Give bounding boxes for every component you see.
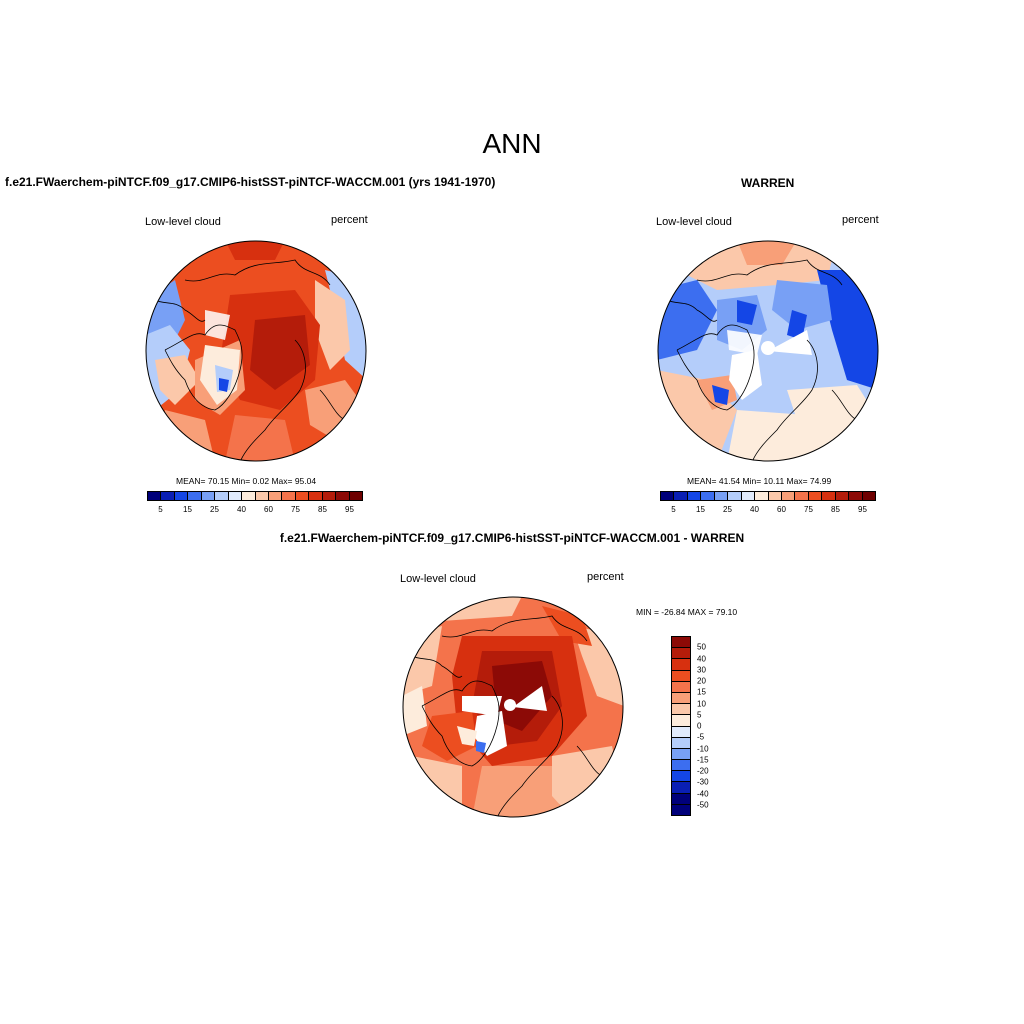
panel1-colorbar-swatch <box>174 492 189 500</box>
diff-colorbar-swatch <box>672 726 690 738</box>
diff-colorbar-swatch <box>672 681 690 693</box>
panel2-colorbar-tick-label: 5 <box>671 505 676 514</box>
panel2-colorbar-swatch <box>781 492 796 500</box>
panel1-colorbar-swatch <box>201 492 216 500</box>
panel1-colorbar-swatch <box>268 492 283 500</box>
diff-colorbar-swatch <box>672 804 690 815</box>
diff-colorbar-swatch <box>672 692 690 705</box>
diff-colorbar-tick-label: -20 <box>697 766 709 776</box>
panel1-colorbar-tick-label: 60 <box>264 505 273 514</box>
panel2-case-title: WARREN <box>741 176 795 190</box>
panel1-colorbar-swatch <box>309 492 323 500</box>
panel2-colorbar-swatch <box>714 492 729 500</box>
diff-stats: MIN = -26.84 MAX = 79.10 <box>636 607 738 617</box>
panel1-colorbar-swatch <box>161 492 175 500</box>
diff-colorbar-tick-label: -5 <box>697 732 705 742</box>
panel1-colorbar-tick-label: 95 <box>345 505 354 514</box>
diff-colorbar-swatch <box>672 737 690 749</box>
diff-colorbar-tick-label: -40 <box>697 789 709 798</box>
panel1-colorbar: 5 15 25 40 60 75 85 95 <box>147 491 363 514</box>
diff-units-label: percent <box>587 571 624 583</box>
panel2-colorbar-swatch <box>849 492 863 500</box>
panel2-colorbar-swatch <box>661 492 675 500</box>
panel1-colorbar-swatch <box>282 492 296 500</box>
panel1-colorbar-tick-label: 25 <box>210 505 219 514</box>
panel1-variable-label: Low-level cloud <box>145 216 221 228</box>
panel1-colorbar-swatch <box>215 492 229 500</box>
diff-colorbar-swatch <box>672 648 690 660</box>
diff-colorbar-tick-label: 15 <box>697 687 706 697</box>
panel2-colorbar-swatch <box>822 492 836 500</box>
panel1-case-title: f.e21.FWaerchem-piNTCF.f09_g17.CMIP6-his… <box>5 175 496 189</box>
diff-colorbar-tick-label: 0 <box>697 721 702 731</box>
panel2-colorbar-swatch <box>674 492 688 500</box>
diff-colorbar-tick-label: -15 <box>697 755 709 765</box>
panel2-stats: MEAN= 41.54 Min= 10.11 Max= 74.99 <box>687 476 832 486</box>
panel2-colorbar-swatch <box>768 492 782 500</box>
panel1-colorbar-swatch <box>336 492 350 500</box>
panel2-colorbar-tick-label: 85 <box>831 505 840 514</box>
panel2-colorbar-swatch <box>808 492 823 500</box>
panel2-colorbar-tick-label: 15 <box>696 505 705 514</box>
diff-colorbar-tick-label: 40 <box>697 654 706 663</box>
diff-colorbar-swatch <box>672 782 690 794</box>
panel1-colorbar-swatch <box>228 492 243 500</box>
panel1-stats: MEAN= 70.15 Min= 0.02 Max= 95.04 <box>176 476 317 486</box>
diff-colorbar-swatch <box>672 670 690 682</box>
panel2-colorbar-swatch <box>701 492 715 500</box>
panel1-colorbar-swatch <box>148 492 162 500</box>
panel1-colorbar-swatch <box>255 492 269 500</box>
diff-colorbar-tick-label: -50 <box>697 800 709 810</box>
panel2-colorbar-swatch <box>755 492 769 500</box>
panel2-colorbar-tick-label: 75 <box>804 505 813 514</box>
diff-colorbar: 50 40 30 20 15 10 5 0 -5 -10 -15 -20 -30 -40 -50 <box>671 636 731 816</box>
panel1-colorbar-swatch <box>295 492 310 500</box>
diff-colorbar-swatch <box>672 637 690 649</box>
diff-colorbar-tick-label: 50 <box>697 642 706 652</box>
panel2-variable-label: Low-level cloud <box>656 216 732 228</box>
panel1-colorbar-tick-label: 40 <box>237 505 246 514</box>
diff-colorbar-tick-label: 20 <box>697 676 706 686</box>
panel2-colorbar-swatch <box>835 492 850 500</box>
diff-colorbar-tick-label: 30 <box>697 665 706 675</box>
panel2-colorbar-swatch <box>795 492 809 500</box>
panel1-polar-map <box>145 240 367 462</box>
panel2-colorbar-tick-label: 95 <box>858 505 867 514</box>
diff-colorbar-swatch <box>672 771 690 783</box>
panel2-colorbar-tick-label: 25 <box>723 505 732 514</box>
panel1-colorbar-tick-label: 75 <box>291 505 300 514</box>
panel2-colorbar-tick-label: 40 <box>750 505 759 514</box>
panel1-colorbar-tick-label: 85 <box>318 505 327 514</box>
panel1-colorbar-swatch <box>322 492 337 500</box>
panel1-colorbar-tick-label: 15 <box>183 505 192 514</box>
diff-variable-label: Low-level cloud <box>400 573 476 585</box>
diff-colorbar-tick-label: 10 <box>697 699 706 708</box>
diff-colorbar-swatch <box>672 793 690 805</box>
panel2-units-label: percent <box>842 214 879 226</box>
diff-colorbar-swatch <box>672 704 690 716</box>
panel2-colorbar-swatch <box>687 492 702 500</box>
panel1-colorbar-swatch <box>349 492 362 500</box>
panel2-colorbar-swatch <box>862 492 875 500</box>
panel2-colorbar: 5 15 25 40 60 75 85 95 <box>660 491 876 514</box>
panel2-colorbar-swatch <box>728 492 742 500</box>
diff-colorbar-swatch <box>672 748 690 761</box>
panel1-colorbar-swatch <box>188 492 202 500</box>
diff-colorbar-swatch <box>672 659 690 671</box>
diff-colorbar-tick-label: -10 <box>697 744 709 753</box>
plot-title: ANN <box>482 128 542 159</box>
diff-colorbar-swatch <box>672 715 690 727</box>
panel2-polar-map <box>657 240 879 462</box>
diff-polar-map <box>402 596 624 818</box>
diff-colorbar-swatch <box>672 760 690 772</box>
diff-colorbar-tick-label: 5 <box>697 710 702 720</box>
panel1-units-label: percent <box>331 214 368 226</box>
diff-colorbar-tick-label: -30 <box>697 777 709 787</box>
panel2-colorbar-tick-label: 60 <box>777 505 786 514</box>
panel2-colorbar-swatch <box>741 492 756 500</box>
panel1-colorbar-tick-label: 5 <box>158 505 163 514</box>
panel1-colorbar-swatch <box>242 492 256 500</box>
diff-case-title: f.e21.FWaerchem-piNTCF.f09_g17.CMIP6-his… <box>279 531 745 545</box>
